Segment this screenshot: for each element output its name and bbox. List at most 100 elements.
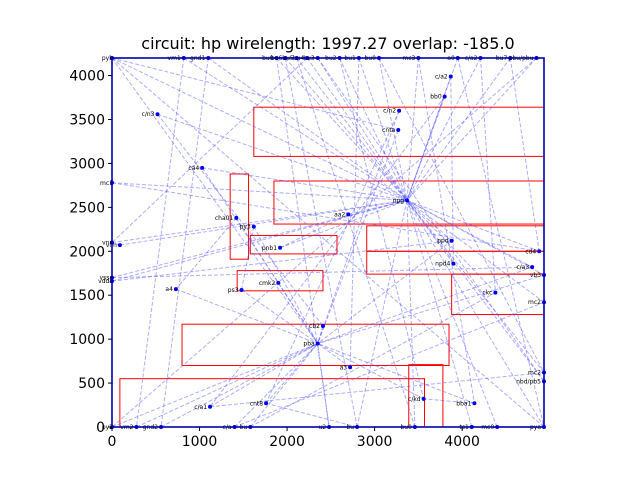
pin-marker [396,128,401,133]
net-line [406,200,454,264]
pin-label: vdda [98,278,113,285]
pin-label: cha01 [215,215,234,222]
pin-marker [346,212,351,217]
pin-label: mc1 [100,180,113,187]
pin-label: c/a2 [435,73,448,80]
pin-label: ps3 [228,287,239,294]
net-line [317,343,351,368]
net-line [406,200,545,428]
y-tick-label: 2500 [69,200,105,216]
net-line [202,167,408,201]
net-line [183,57,408,201]
x-tick-label: 1000 [182,434,218,450]
pin-label: npg [393,197,405,204]
net-line [253,226,319,344]
cell-blocks [119,106,545,428]
net-line [111,57,545,428]
net-line [378,57,408,201]
net-line [406,199,452,242]
y-tick-label: 3000 [69,156,105,172]
cell-block [181,323,450,367]
x-tick-label: 3000 [357,434,393,450]
pin-label: a3 [340,364,348,371]
net-line [356,200,408,428]
net-line [265,343,319,404]
pin-label: c/n2 [383,108,396,115]
pin-label: pyb [102,55,113,62]
plot-frame [111,57,545,428]
net-line [157,113,324,327]
net-line [317,240,452,344]
pin-label: mc2 [528,299,541,306]
net-line [317,274,545,345]
chart-title: circuit: hp wirelength: 1997.27 overlap:… [141,34,514,53]
pin-marker [472,401,477,406]
net-line [406,57,481,201]
pin-label: nbd/pb5 [516,378,541,385]
y-axis: 0 500 1000 1500 2000 2500 3000 3500 4000 [69,69,112,436]
net-line [111,240,452,282]
pin-label: a4 [165,286,173,293]
pin-label: cb2 [309,323,320,330]
net-line [111,57,319,344]
pin-marker [442,94,447,99]
pin-marker [315,341,320,346]
net-line [208,57,408,201]
pin-marker [155,112,160,117]
pin-marker [449,238,454,243]
net-line [276,57,408,201]
net-line [111,343,318,428]
net-line [378,57,545,373]
net-line [111,182,408,201]
net-line [276,57,330,428]
cell-block [229,173,250,260]
pin-marker [117,243,122,248]
net-line [157,113,408,201]
pin-label: c/kd [408,396,421,403]
pin-marker [264,401,269,406]
net-line [201,167,279,284]
net-line [279,199,408,249]
pin-marker [397,108,402,113]
pin-marker [448,74,453,79]
x-axis: 0 1000 2000 3000 4000 [108,427,480,450]
net-line [317,343,424,400]
y-tick-label: 3500 [69,113,105,129]
net-line [317,343,475,404]
net-line [317,57,408,201]
pin-marker [320,323,325,328]
net-line [406,57,511,201]
net-line [234,343,319,428]
pin-label: pba [303,341,315,348]
net-line [175,217,237,290]
pin-label: vnx [102,240,113,247]
net-line [136,343,318,428]
net-line [417,57,475,404]
net-line [509,57,540,252]
pin-label: ppd [437,238,449,245]
pin-label: cnta [382,127,395,134]
net-line [111,57,399,131]
net-line [317,110,400,344]
net-line [160,343,318,428]
cell-block [249,234,338,255]
net-line [457,57,545,428]
net-line [406,200,498,428]
pin-label: c/n3 [142,111,155,118]
net-line [284,57,358,428]
y-tick-label: 0 [96,420,105,436]
net-line [480,57,496,293]
net-line [450,76,454,264]
y-tick-label: 4000 [69,69,105,85]
net-line [234,301,545,428]
net-line [317,266,533,345]
net-line [250,292,496,428]
net-line [317,343,330,428]
pin-label: cmk2 [259,280,276,287]
net-line [265,402,358,428]
net-line [209,343,318,408]
net-line [111,57,537,428]
net-line [406,199,496,293]
net-line [406,57,537,201]
